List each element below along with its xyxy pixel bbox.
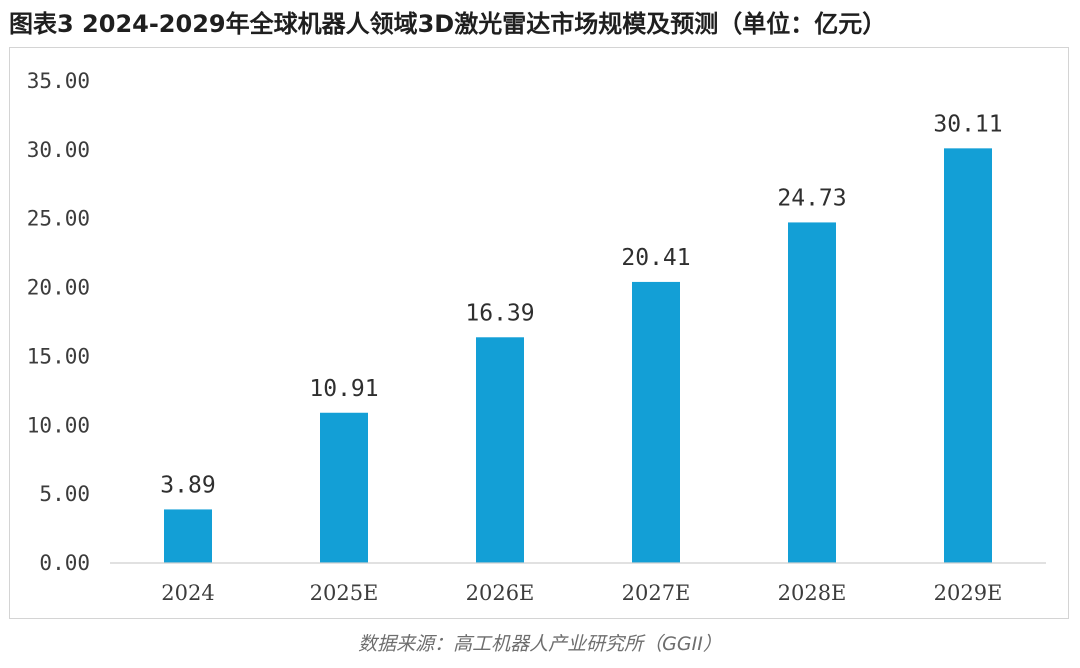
bar-value-label: 30.11 xyxy=(933,111,1002,137)
y-tick-label: 30.00 xyxy=(27,138,90,162)
y-tick-label: 35.00 xyxy=(27,69,90,93)
bar xyxy=(164,509,212,563)
bar-value-label: 24.73 xyxy=(777,185,846,211)
x-tick-label: 2026E xyxy=(466,581,535,605)
x-tick-label: 2027E xyxy=(622,581,691,605)
bar xyxy=(788,222,836,564)
bar xyxy=(320,412,368,563)
y-tick-label: 5.00 xyxy=(39,482,90,506)
x-tick-label: 2028E xyxy=(778,581,847,605)
y-tick-label: 20.00 xyxy=(27,276,90,300)
bar-value-label: 10.91 xyxy=(309,376,378,402)
x-tick-label: 2024 xyxy=(161,581,214,605)
bar-value-label: 16.39 xyxy=(465,300,534,326)
bar xyxy=(476,337,524,563)
y-tick-label: 0.00 xyxy=(39,551,90,575)
source-note: 数据来源：高工机器人产业研究所（GGII） xyxy=(358,633,722,655)
y-axis-ticks: 0.00 5.00 10.00 15.00 20.00 25.00 30.00 35.00 xyxy=(27,69,90,575)
chart-title: 图表3 2024-2029年全球机器人领域3D激光雷达市场规模及预测（单位：亿元… xyxy=(9,10,887,38)
value-labels: 3.89 10.91 16.39 20.41 24.73 30.11 xyxy=(160,111,1002,498)
bar xyxy=(944,148,992,563)
y-tick-label: 25.00 xyxy=(27,207,90,231)
y-tick-label: 10.00 xyxy=(27,413,90,437)
x-axis-ticks: 2024 2025E 2026E 2027E 2028E 2029E xyxy=(161,581,1002,605)
x-tick-label: 2029E xyxy=(934,581,1003,605)
x-tick-label: 2025E xyxy=(310,581,379,605)
bars xyxy=(164,148,992,564)
bar-value-label: 3.89 xyxy=(160,472,215,498)
bar xyxy=(632,281,680,563)
bar-value-label: 20.41 xyxy=(621,245,690,271)
y-tick-label: 15.00 xyxy=(27,344,90,368)
